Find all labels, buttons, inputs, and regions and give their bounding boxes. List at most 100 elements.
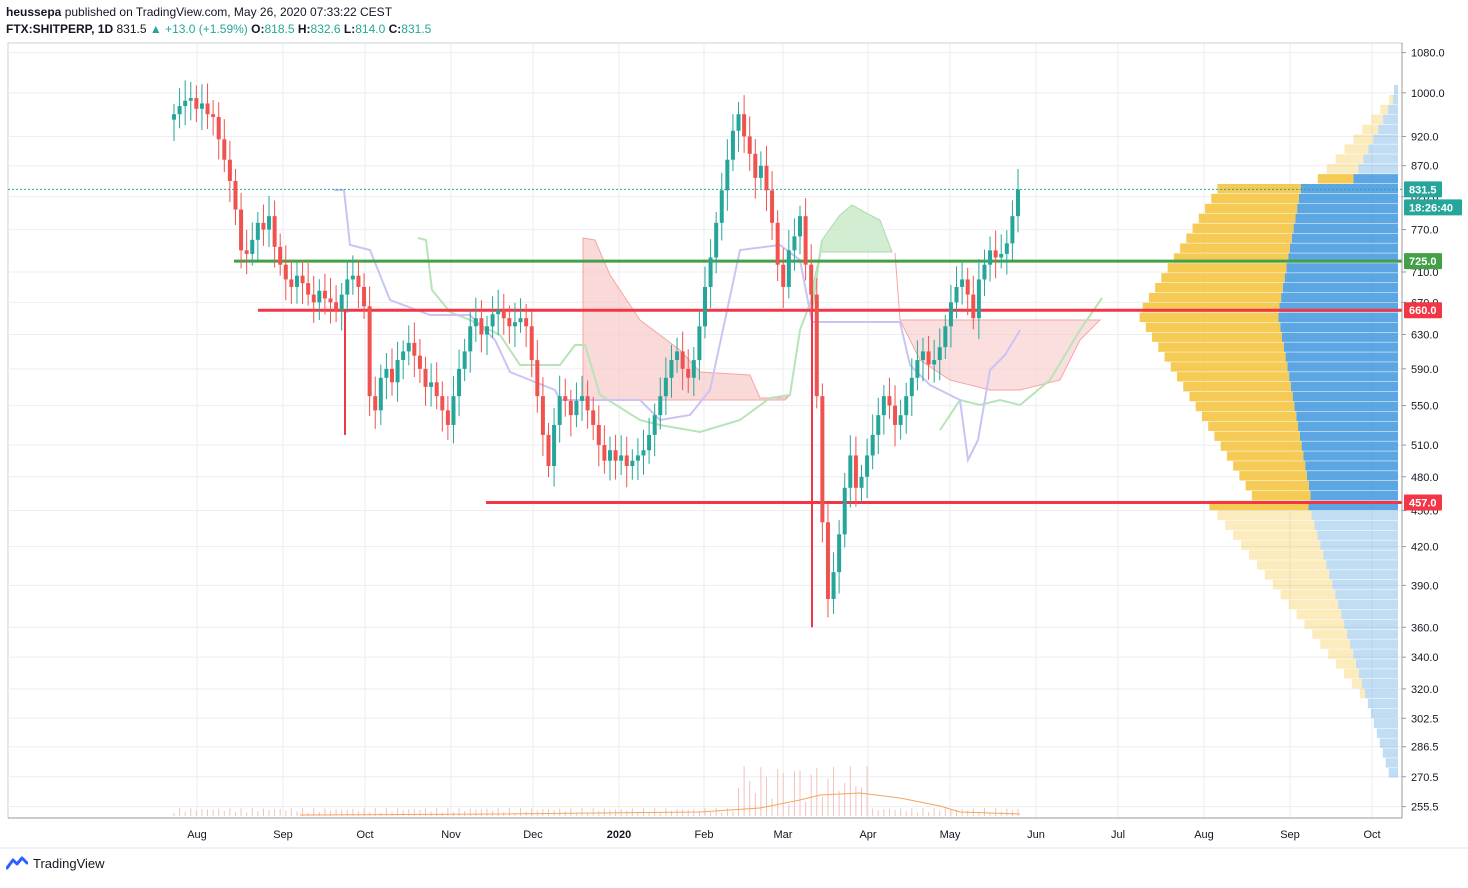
- volume-profile-blue: [1289, 372, 1398, 381]
- candle-body: [949, 302, 953, 326]
- volume-profile-yellow: [1345, 144, 1369, 153]
- volume-profile-blue: [1335, 590, 1398, 599]
- candle-body: [893, 406, 897, 425]
- candle-body: [552, 425, 556, 466]
- volume-profile-yellow: [1221, 441, 1302, 450]
- volume-profile-yellow: [1257, 560, 1326, 569]
- volume-profile-blue: [1389, 768, 1398, 777]
- candle-body: [256, 223, 260, 240]
- volume-profile-blue: [1362, 679, 1398, 688]
- volume-profile-yellow: [1239, 471, 1307, 480]
- volume-profile-yellow: [1362, 125, 1378, 134]
- candle-body: [491, 314, 495, 326]
- candle-body: [798, 216, 802, 236]
- volume-profile-yellow: [1327, 164, 1359, 173]
- candle-body: [971, 295, 975, 319]
- volume-profile-yellow: [1233, 531, 1317, 540]
- candle-body: [368, 306, 372, 396]
- volume-profile-blue: [1329, 570, 1398, 579]
- candle-body: [1005, 243, 1009, 254]
- volume-profile-blue: [1338, 600, 1398, 609]
- candle-body: [245, 250, 249, 254]
- volume-profile-yellow: [1180, 243, 1290, 252]
- volume-profile-yellow: [1171, 362, 1288, 371]
- volume-profile-blue: [1303, 451, 1398, 460]
- candle-body: [675, 351, 679, 360]
- candle-body: [351, 276, 355, 280]
- candle-body: [887, 396, 891, 405]
- volume-profile-blue: [1374, 719, 1398, 728]
- volume-profile-blue: [1371, 709, 1398, 718]
- volume-profile-blue: [1283, 283, 1398, 292]
- candle-body: [619, 455, 623, 460]
- volume-profile-yellow: [1233, 461, 1305, 470]
- candle-body: [826, 522, 830, 599]
- y-tick-label: 360.0: [1411, 622, 1439, 634]
- volume-profile-yellow: [1336, 154, 1364, 163]
- volume-profile-blue: [1386, 758, 1398, 767]
- volume-profile-yellow: [1183, 382, 1291, 391]
- volume-profile-blue: [1278, 313, 1398, 322]
- candle-body: [390, 369, 394, 382]
- volume-profile-blue: [1358, 164, 1398, 173]
- volume-profile-yellow: [1336, 659, 1356, 668]
- candle-body: [759, 166, 763, 178]
- candle-body: [407, 343, 411, 352]
- candle-body: [396, 360, 400, 382]
- volume-profile-blue: [1296, 412, 1398, 421]
- volume-profile-blue: [1363, 154, 1398, 163]
- candle-body: [753, 154, 757, 178]
- candle-body: [563, 396, 567, 401]
- x-tick-label: Oct: [1363, 829, 1380, 841]
- volume-profile-yellow: [1380, 105, 1388, 114]
- candle-body: [373, 396, 377, 410]
- candle-body: [748, 136, 752, 153]
- candle-body: [312, 295, 316, 303]
- candle-body: [602, 445, 606, 461]
- volume-profile-yellow: [1225, 521, 1314, 530]
- volume-profile-yellow: [1196, 402, 1295, 411]
- candle-body: [932, 360, 936, 364]
- candle-body: [742, 114, 746, 136]
- candle-body: [960, 279, 964, 287]
- x-tick-label: May: [940, 829, 961, 841]
- candle-body: [781, 265, 785, 287]
- volume-profile-yellow: [1155, 283, 1283, 292]
- volume-profile-yellow: [1161, 273, 1284, 282]
- volume-profile-blue: [1284, 342, 1398, 351]
- y-tick-label: 286.5: [1411, 742, 1439, 754]
- candle-body: [535, 360, 539, 396]
- y-tick-label: 550.0: [1411, 401, 1439, 413]
- brand-label: TradingView: [33, 856, 105, 871]
- candle-body: [709, 257, 713, 286]
- volume-profile-yellow: [1328, 649, 1353, 658]
- candle-body: [737, 114, 741, 131]
- candle-body: [955, 287, 959, 302]
- volume-profile-blue: [1311, 491, 1398, 500]
- candle-body: [943, 326, 947, 347]
- candle-body: [714, 223, 718, 258]
- volume-profile-yellow: [1249, 550, 1323, 559]
- footer-brand: TradingView: [6, 855, 105, 871]
- volume-profile-blue: [1300, 432, 1398, 441]
- volume-profile-blue: [1302, 441, 1398, 450]
- candle-body: [228, 160, 232, 181]
- volume-profile-yellow: [1158, 342, 1284, 351]
- candle-body: [686, 369, 690, 378]
- candle-body: [222, 139, 226, 159]
- x-tick-label: Jun: [1027, 829, 1045, 841]
- volume-profile-blue: [1344, 620, 1398, 629]
- volume-profile-blue: [1393, 95, 1398, 104]
- candle-body: [854, 455, 858, 487]
- candle-body: [994, 250, 998, 257]
- volume-profile-yellow: [1218, 184, 1301, 193]
- candle-body: [776, 223, 780, 265]
- volume-profile-yellow: [1211, 194, 1299, 203]
- candle-body: [653, 415, 657, 435]
- candle-body: [899, 415, 903, 425]
- candle-body: [206, 103, 210, 114]
- candle-body: [513, 322, 517, 326]
- candle-body: [910, 378, 914, 396]
